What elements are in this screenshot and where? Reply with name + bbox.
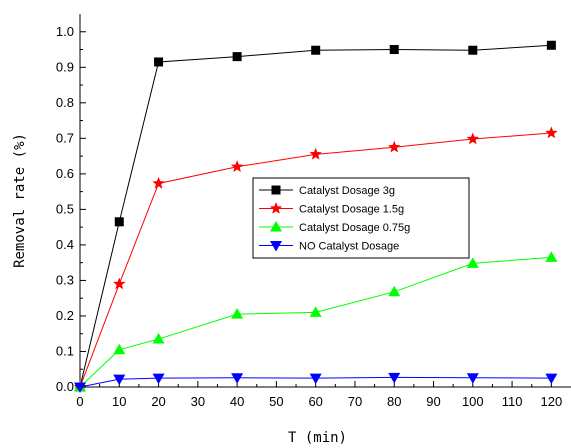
legend-marker-1 <box>269 202 283 214</box>
series-1-point <box>230 160 244 173</box>
x-tick-label: 40 <box>230 394 244 409</box>
series-3-point <box>231 373 244 384</box>
series-1-point <box>388 140 401 153</box>
series-2-point <box>545 251 558 262</box>
series-0-point <box>468 45 478 55</box>
series-3-point <box>388 372 401 384</box>
series-0-point <box>114 217 124 227</box>
y-tick-label: 0.1 <box>56 343 74 358</box>
series-1-point <box>466 132 479 145</box>
series-1-point <box>545 126 558 139</box>
legend-box <box>252 177 470 259</box>
x-axis-title: T (min) <box>288 430 347 446</box>
series-2-point <box>466 257 479 268</box>
series-2-point <box>231 308 244 319</box>
legend-marker-2 <box>270 221 282 232</box>
y-tick-label: 0.4 <box>56 237 74 252</box>
series-2-point <box>309 306 322 317</box>
y-tick-label: 0.6 <box>56 166 74 181</box>
y-tick-label: 0.0 <box>56 379 74 394</box>
series-0-point <box>232 52 242 62</box>
legend-label-1: Catalyst Dosage 1.5g <box>299 204 404 216</box>
series-3-point <box>466 373 479 384</box>
series-line-2 <box>79 256 552 388</box>
series-2-point <box>152 333 165 344</box>
x-tick-label: 0 <box>76 394 83 409</box>
series-0-point <box>154 57 164 67</box>
series-3-point <box>152 373 165 385</box>
x-tick-label: 60 <box>308 394 322 409</box>
series-1-point <box>113 277 126 290</box>
legend-label-0: Catalyst Dosage 3g <box>299 185 395 197</box>
series-0-point <box>389 45 399 55</box>
x-tick-label: 70 <box>348 394 362 409</box>
x-tick-label: 30 <box>191 394 205 409</box>
series-0-point <box>311 45 321 55</box>
y-tick-label: 0.9 <box>56 59 74 74</box>
legend: Catalyst Dosage 3g Catalyst Dosage 1.5g Ca… <box>252 177 470 259</box>
x-tick-label: 50 <box>269 394 283 409</box>
x-tick-label: 10 <box>112 394 126 409</box>
y-axis-title: Removal rate (%) <box>12 133 28 268</box>
series-3-point <box>309 373 322 385</box>
x-tick-label: 120 <box>541 394 563 409</box>
y-tick-label: 0.3 <box>56 272 74 287</box>
series-0-point <box>546 40 556 50</box>
series-3-point <box>545 373 558 385</box>
legend-marker-3 <box>270 241 282 252</box>
x-tick-label: 80 <box>387 394 401 409</box>
series-1-point <box>309 147 322 160</box>
x-tick-label: 20 <box>151 394 165 409</box>
legend-label-3: NO Catalyst Dosage <box>299 241 399 253</box>
series-line-0 <box>79 44 552 388</box>
y-tick-label: 0.7 <box>56 130 74 145</box>
series-1-point <box>152 176 165 189</box>
x-tick-label: 110 <box>502 394 523 409</box>
legend-label-2: Catalyst Dosage 0.75g <box>299 222 410 234</box>
y-tick-label: 0.2 <box>56 308 74 323</box>
x-tick-label: 100 <box>462 394 484 409</box>
legend-marker-0 <box>271 185 281 195</box>
y-tick-label: 1.0 <box>56 24 74 39</box>
x-tick-label: 90 <box>426 394 440 409</box>
series-line-1 <box>79 132 552 388</box>
series-3-point <box>74 382 86 393</box>
series-3-point <box>113 374 126 386</box>
y-tick-label: 0.5 <box>56 201 74 216</box>
y-tick-label: 0.8 <box>56 95 74 110</box>
series-2-point <box>388 285 401 297</box>
series-line-3 <box>79 376 552 388</box>
series-2-point <box>113 343 126 355</box>
